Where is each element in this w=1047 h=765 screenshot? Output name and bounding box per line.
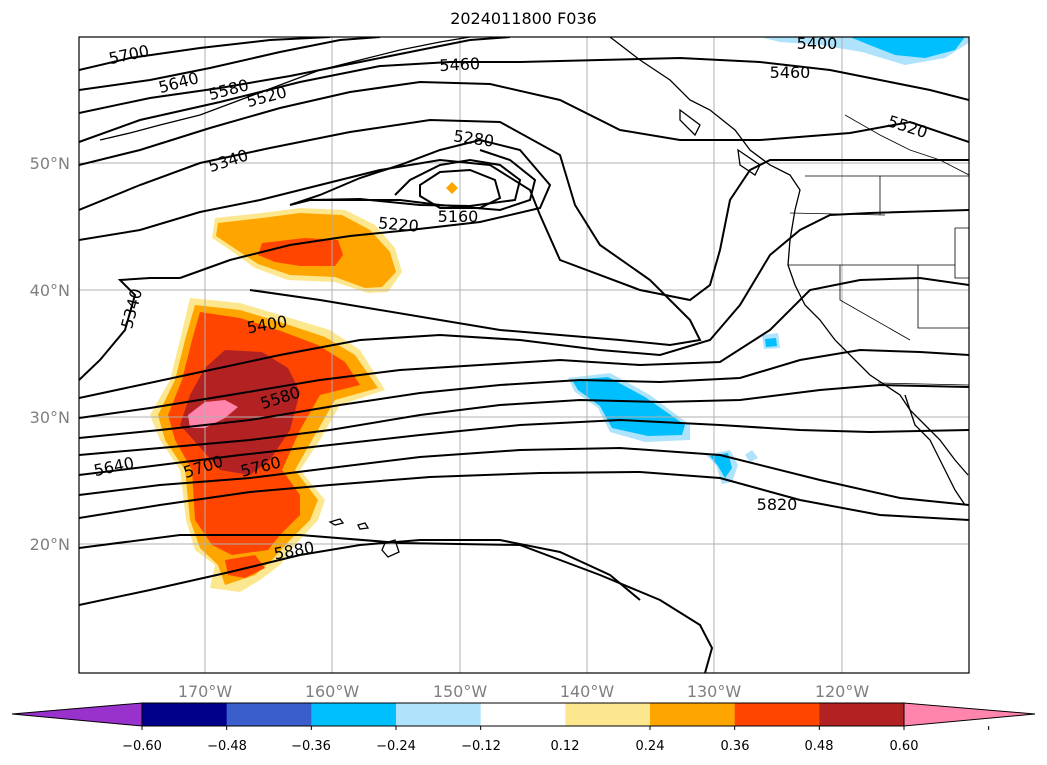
- positive-anomaly-west: [150, 298, 385, 592]
- colorbar-segment: [819, 703, 905, 726]
- political-borders: [788, 114, 969, 386]
- lat-label: 20°N: [30, 535, 70, 554]
- colorbar-tick-label: 0.60: [890, 739, 919, 754]
- colorbar-segment: [480, 703, 566, 726]
- colorbar-tick-label: −0.36: [291, 739, 331, 754]
- colorbar-segment: [311, 703, 397, 726]
- colorbar-tick-label: 0.12: [551, 739, 580, 754]
- colorbar-tick-label: 0.24: [636, 739, 665, 754]
- lon-label: 170°W: [178, 682, 233, 701]
- contour-label: 5400: [797, 34, 838, 53]
- contour-label: 5820: [757, 495, 798, 514]
- lon-tick-labels: 170°W 160°W 150°W 140°W 130°W 120°W: [178, 682, 870, 701]
- colorbar-segment: [734, 703, 820, 726]
- lat-tick-labels: 50°N 40°N 30°N 20°N: [30, 154, 70, 554]
- colorbar-tick-label: 0.48: [805, 739, 834, 754]
- colorbar-segment: [565, 703, 651, 726]
- colorbar-segment: [650, 703, 736, 726]
- lon-label: 160°W: [305, 682, 360, 701]
- contour-label: 5220: [377, 213, 419, 235]
- map-title: 2024011800 F036: [450, 9, 597, 28]
- lat-label: 50°N: [30, 154, 70, 173]
- contour-label: 5460: [439, 54, 481, 75]
- lon-label: 120°W: [815, 682, 870, 701]
- colorbar-tick-label: −0.48: [207, 739, 247, 754]
- contour-label: 5460: [770, 63, 811, 82]
- colorbar-tick-label: −0.24: [376, 739, 416, 754]
- colorbar: −0.60 −0.48 −0.36 −0.24 −0.12 0.12 0.24 …: [11, 702, 1036, 754]
- colorbar-segment: [226, 703, 312, 726]
- lat-label: 40°N: [30, 281, 70, 300]
- positive-anomaly-north: [212, 182, 458, 293]
- lat-label: 30°N: [30, 408, 70, 427]
- colorbar-extend-low: [12, 703, 142, 726]
- colorbar-segments: [12, 703, 1035, 726]
- map-frame: [78, 36, 970, 674]
- colorbar-frame: [141, 702, 905, 727]
- coastlines: [99, 37, 969, 558]
- colorbar-ticks: −0.60 −0.48 −0.36 −0.24 −0.12 0.12 0.24 …: [122, 726, 990, 754]
- colorbar-tick-label: −0.12: [461, 739, 501, 754]
- height-contours: [79, 37, 969, 673]
- colorbar-tick-label: 0.36: [721, 739, 750, 754]
- colorbar-tick-label: −0.60: [122, 739, 162, 754]
- colorbar-extend-high: [904, 703, 1035, 726]
- map-plot-area: 5700 5640 5580 5520 5460 5400 5460 5520 …: [79, 34, 969, 673]
- lon-label: 150°W: [433, 682, 488, 701]
- contour-label: 5160: [438, 207, 479, 226]
- lon-label: 130°W: [687, 682, 742, 701]
- colorbar-segment: [396, 703, 482, 726]
- lon-label: 140°W: [560, 682, 615, 701]
- colorbar-segment: [142, 703, 228, 726]
